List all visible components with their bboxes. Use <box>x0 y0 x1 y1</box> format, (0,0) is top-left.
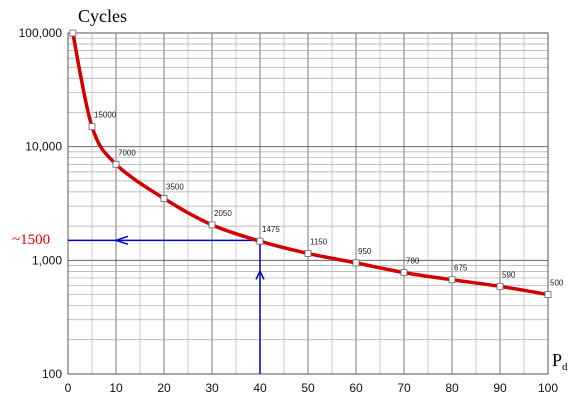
y-tick-label: 100,000 <box>19 26 63 40</box>
annotation-label: ~1500 <box>12 232 50 248</box>
arrow-horizontal-head <box>113 235 129 246</box>
data-point-marker <box>69 29 77 37</box>
x-tick-label: 100 <box>538 381 558 395</box>
data-label: 780 <box>406 257 420 266</box>
y-tick-labels: 100 1,000 10,000 100,000 <box>19 26 63 381</box>
x-tick-label: 60 <box>349 381 363 395</box>
x-tick-label: 80 <box>445 381 459 395</box>
x-tick-label: 70 <box>397 381 411 395</box>
data-point-marker <box>400 269 408 276</box>
data-point-marker <box>88 123 96 131</box>
y-tick-label: 10,000 <box>25 140 62 154</box>
x-tick-label: 40 <box>253 381 267 395</box>
data-point-marker <box>160 195 168 202</box>
data-label: 950 <box>358 247 372 256</box>
data-point-marker <box>352 259 360 267</box>
chart-title: Cycles <box>78 6 127 26</box>
data-label: 500 <box>550 279 564 288</box>
data-label: 7000 <box>118 148 136 157</box>
data-point-marker <box>544 291 552 298</box>
y-tick-label: 1,000 <box>32 253 62 267</box>
x-tick-label: 0 <box>65 381 72 395</box>
data-label: 1150 <box>310 237 328 246</box>
data-labels: 15000 7000 3500 2050 1475 1150 950 780 675 590 500 <box>94 111 564 288</box>
x-axis-label-subscript: d <box>562 361 568 373</box>
x-tick-label: 50 <box>301 381 315 395</box>
x-tick-label: 20 <box>157 381 171 395</box>
data-point-marker <box>112 160 120 168</box>
data-label: 1475 <box>262 225 280 234</box>
data-label: 3500 <box>166 182 184 191</box>
annotation-arrows <box>68 235 265 374</box>
data-point-marker <box>496 282 504 290</box>
data-label: 675 <box>454 264 468 273</box>
data-label: 15000 <box>94 111 117 120</box>
arrow-vertical-head <box>255 269 265 280</box>
series-group <box>69 29 552 298</box>
data-point-marker <box>448 276 456 284</box>
x-tick-labels: 0 10 20 30 40 50 60 70 80 90 100 <box>65 381 559 395</box>
y-tick-label: 100 <box>42 367 62 381</box>
x-tick-label: 30 <box>205 381 219 395</box>
x-axis-label: Pd <box>552 350 568 373</box>
data-label: 2050 <box>214 209 232 218</box>
x-tick-label: 90 <box>493 381 507 395</box>
data-label: 590 <box>502 270 516 279</box>
grid <box>67 32 549 375</box>
data-point-marker <box>208 221 216 229</box>
plot-frame <box>67 32 549 375</box>
data-point-marker <box>304 250 312 257</box>
x-tick-label: 10 <box>109 381 123 395</box>
data-point-marker <box>256 237 264 245</box>
